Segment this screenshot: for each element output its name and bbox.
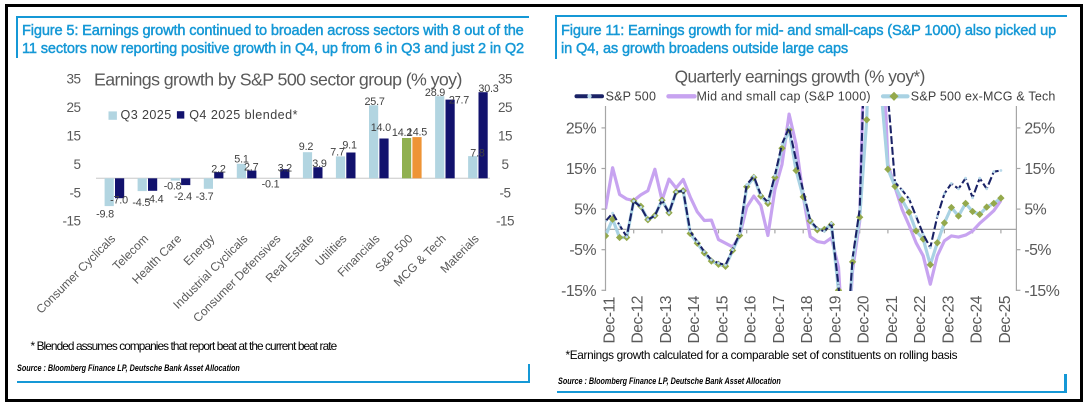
svg-text:Dec-24: Dec-24 [969,295,986,343]
svg-text:Dec-14: Dec-14 [686,295,703,343]
svg-text:-5%: -5% [1024,242,1051,259]
svg-text:27.7: 27.7 [449,94,469,106]
svg-text:15: 15 [66,129,80,144]
svg-text:-4.5: -4.5 [132,197,150,209]
svg-text:35: 35 [66,72,80,87]
svg-text:3.2: 3.2 [278,163,293,175]
svg-text:Dec-12: Dec-12 [630,296,647,344]
svg-text:Earnings growth by S&P 500 sec: Earnings growth by S&P 500 sector group … [94,70,462,90]
svg-text:5: 5 [73,157,80,172]
svg-text:15: 15 [498,129,512,144]
svg-text:25: 25 [66,100,80,115]
svg-text:15%: 15% [1024,161,1055,178]
svg-text:Q3 2025: Q3 2025 [121,108,172,122]
svg-text:-5%: -5% [569,242,596,259]
svg-text:5.1: 5.1 [234,154,249,166]
svg-text:25: 25 [498,100,512,115]
svg-text:-0.8: -0.8 [164,181,182,193]
svg-text:Dec-13: Dec-13 [658,296,675,344]
svg-text:14.2: 14.2 [392,127,412,139]
svg-text:7.7: 7.7 [330,146,345,158]
svg-text:-2.4: -2.4 [174,191,192,203]
svg-text:Dec-17: Dec-17 [771,296,788,344]
svg-text:-15%: -15% [561,283,596,300]
svg-text:3.9: 3.9 [312,158,327,170]
svg-text:5%: 5% [574,202,596,219]
svg-text:Dec-25: Dec-25 [997,296,1014,344]
svg-text:-7.0: -7.0 [110,195,128,207]
svg-text:Dec-11: Dec-11 [602,297,619,343]
svg-text:Dec-20: Dec-20 [856,295,873,343]
svg-text:2.7: 2.7 [244,161,259,173]
svg-text:-0.1: -0.1 [262,179,280,191]
svg-text:-3.7: -3.7 [196,191,214,203]
svg-text:28.9: 28.9 [425,87,445,99]
svg-text:25%: 25% [1024,120,1055,137]
svg-text:-15: -15 [496,214,514,229]
svg-text:Dec-23: Dec-23 [940,296,957,344]
svg-text:-9.8: -9.8 [96,209,114,221]
svg-text:-5: -5 [69,185,80,200]
svg-text:7.8: 7.8 [470,147,485,159]
svg-text:Dec-18: Dec-18 [799,296,816,344]
svg-text:9.2: 9.2 [299,141,314,153]
svg-text:25%: 25% [566,120,597,137]
svg-text:Mid and small cap (S&P 1000): Mid and small cap (S&P 1000) [697,89,871,103]
svg-text:35: 35 [498,72,512,87]
svg-text:5: 5 [501,157,508,172]
svg-text:-4.4: -4.4 [146,193,164,205]
svg-text:2.2: 2.2 [211,164,226,176]
svg-text:Quarterly earnings growth (% y: Quarterly earnings growth (% yoy*) [675,67,925,87]
svg-text:Q4 2025 blended*: Q4 2025 blended* [189,108,298,122]
svg-text:14.0: 14.0 [371,122,391,134]
svg-text:-15%: -15% [1024,283,1059,300]
svg-text:Dec-22: Dec-22 [912,296,929,344]
svg-text:15%: 15% [566,161,597,178]
svg-text:Dec-16: Dec-16 [743,296,760,344]
svg-text:30.3: 30.3 [478,83,498,95]
svg-text:-15: -15 [62,214,80,229]
svg-text:5%: 5% [1024,202,1046,219]
svg-text:Dec-21: Dec-21 [884,296,901,344]
svg-text:25.7: 25.7 [364,96,384,108]
svg-text:S&P 500 ex-MCG & Tech: S&P 500 ex-MCG & Tech [911,89,1056,103]
svg-text:S&P 500: S&P 500 [606,89,657,103]
svg-text:9.1: 9.1 [342,140,357,152]
svg-text:Dec-19: Dec-19 [827,296,844,344]
svg-text:Consumer Cyclicals: Consumer Cyclicals [33,232,118,317]
svg-text:-5: -5 [499,185,510,200]
svg-text:14.5: 14.5 [407,127,427,139]
svg-text:Dec-15: Dec-15 [715,296,732,344]
